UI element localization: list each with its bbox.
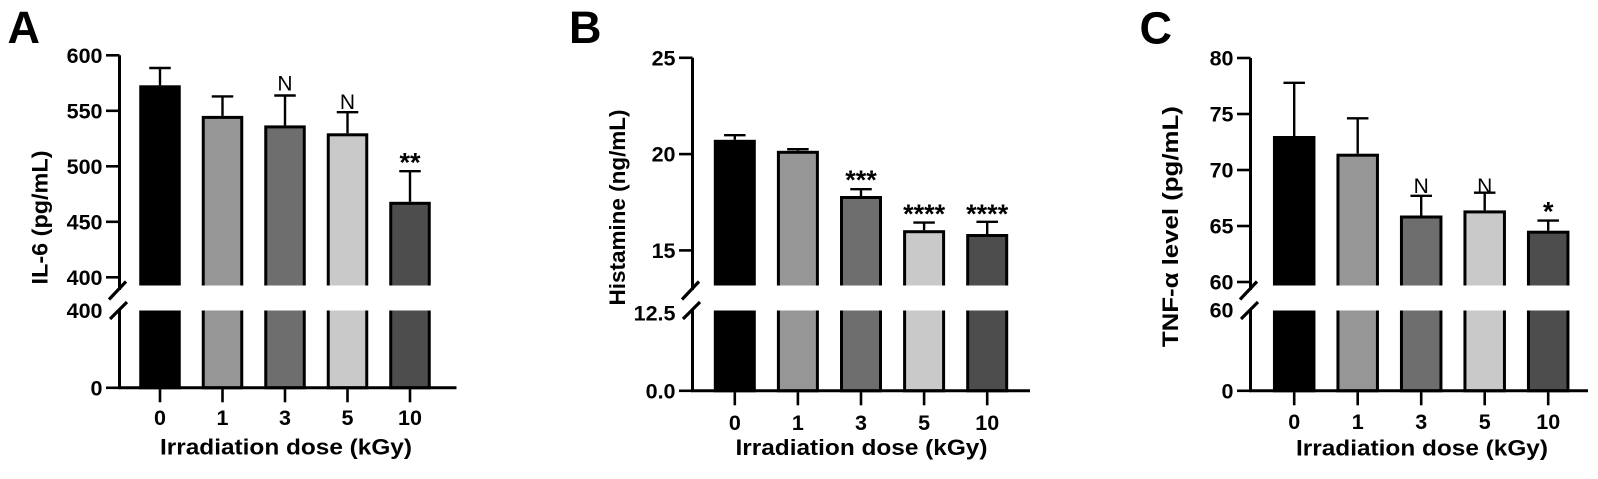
svg-text:400: 400 [67,266,103,290]
svg-text:70: 70 [1210,159,1234,183]
svg-text:65: 65 [1210,215,1234,239]
svg-text:20: 20 [652,143,676,167]
svg-text:N: N [277,73,292,96]
svg-text:400: 400 [67,299,103,323]
svg-text:500: 500 [67,155,103,179]
svg-text:IL-6 (pg/mL): IL-6 (pg/mL) [28,151,53,285]
svg-text:****: **** [966,199,1009,229]
svg-text:10: 10 [398,406,422,430]
svg-text:5: 5 [918,411,930,435]
svg-text:Irradiation dose (kGy): Irradiation dose (kGy) [160,435,412,460]
svg-text:1: 1 [792,411,804,435]
svg-text:B: B [569,2,602,53]
svg-text:0: 0 [729,411,741,435]
svg-text:0: 0 [154,406,166,430]
svg-text:25: 25 [652,46,676,70]
svg-text:450: 450 [67,210,103,234]
svg-text:0: 0 [1288,410,1300,434]
svg-text:Irradiation dose (kGy): Irradiation dose (kGy) [736,435,988,460]
svg-text:Irradiation dose (kGy): Irradiation dose (kGy) [1296,436,1548,461]
svg-text:****: **** [903,199,946,229]
svg-text:TNF-α level (pg/mL): TNF-α level (pg/mL) [1158,106,1183,347]
svg-text:Histamine (ng/mL): Histamine (ng/mL) [605,110,630,306]
svg-text:15: 15 [652,239,676,263]
svg-text:60: 60 [1210,299,1234,323]
svg-text:3: 3 [855,411,867,435]
svg-text:A: A [8,2,41,53]
svg-text:3: 3 [1415,410,1427,434]
svg-text:5: 5 [1479,410,1491,434]
svg-text:N: N [1414,175,1429,198]
svg-text:3: 3 [279,406,291,430]
svg-text:1: 1 [217,406,229,430]
svg-text:12.5: 12.5 [634,301,676,325]
svg-text:0: 0 [91,376,103,400]
svg-text:***: *** [845,165,877,195]
svg-text:80: 80 [1210,47,1234,71]
svg-text:10: 10 [975,411,999,435]
svg-text:10: 10 [1536,410,1560,434]
svg-text:5: 5 [342,406,354,430]
svg-text:0: 0 [1222,379,1234,403]
svg-text:0.0: 0.0 [646,379,676,403]
svg-text:C: C [1140,3,1173,54]
svg-text:550: 550 [67,99,103,123]
svg-text:**: ** [399,148,421,178]
svg-text:N: N [1477,175,1492,198]
svg-text:75: 75 [1210,103,1234,127]
svg-text:1: 1 [1352,410,1364,434]
svg-text:60: 60 [1210,271,1234,295]
svg-text:600: 600 [67,44,103,68]
svg-text:*: * [1543,197,1554,227]
svg-text:N: N [340,91,355,114]
